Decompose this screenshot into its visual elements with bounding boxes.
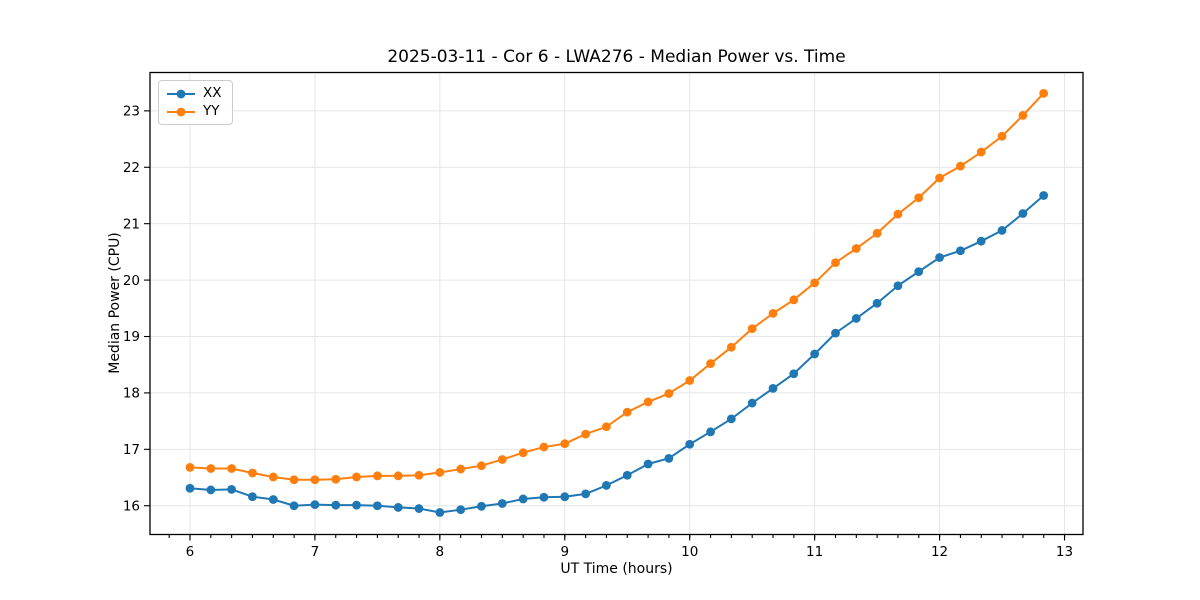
legend: XX YY [158,80,233,125]
y-tick-label: 20 [123,273,140,289]
series-xx [189,194,1045,514]
x-tick-label: 9 [560,544,569,560]
y-tick-label: 16 [123,498,140,514]
legend-item-yy: YY [166,104,222,119]
xx-line-marker-swatch [167,89,195,98]
legend-label-yy: YY [203,103,220,119]
y-tick-label: 21 [123,216,140,232]
grid [150,72,1083,535]
yy-markers [185,88,1049,485]
chart-title: 2025-03-11 - Cor 6 - LWA276 - Median Pow… [387,47,846,67]
y-tick-labels: 16 17 18 19 20 21 22 23 [123,104,140,515]
yy-line-marker-swatch [167,107,195,116]
y-tick-label: 18 [123,386,140,402]
yy-line [189,92,1045,481]
x-tick-label: 13 [1056,544,1073,560]
y-tick-label: 19 [123,329,140,345]
legend-item-xx: XX [166,86,222,101]
x-tick-label: 12 [931,544,948,560]
x-axis-ticks [168,534,1066,541]
y-tick-label: 22 [123,160,140,176]
xx-markers [185,191,1049,517]
y-tick-label: 23 [123,104,140,120]
y-axis-ticks [144,110,150,507]
legend-label-xx: XX [203,85,222,101]
y-tick-label: 17 [123,442,140,458]
series-yy [189,92,1045,481]
x-tick-label: 11 [806,544,823,560]
x-tick-label: 10 [681,544,698,560]
x-tick-labels: 6 7 8 9 10 11 12 13 [186,544,1073,560]
x-tick-label: 7 [311,544,320,560]
x-axis-label: UT Time (hours) [560,561,673,577]
x-tick-label: 6 [186,544,195,560]
xx-line [189,194,1045,514]
x-tick-label: 8 [436,544,445,560]
axes-frame [149,71,1084,536]
